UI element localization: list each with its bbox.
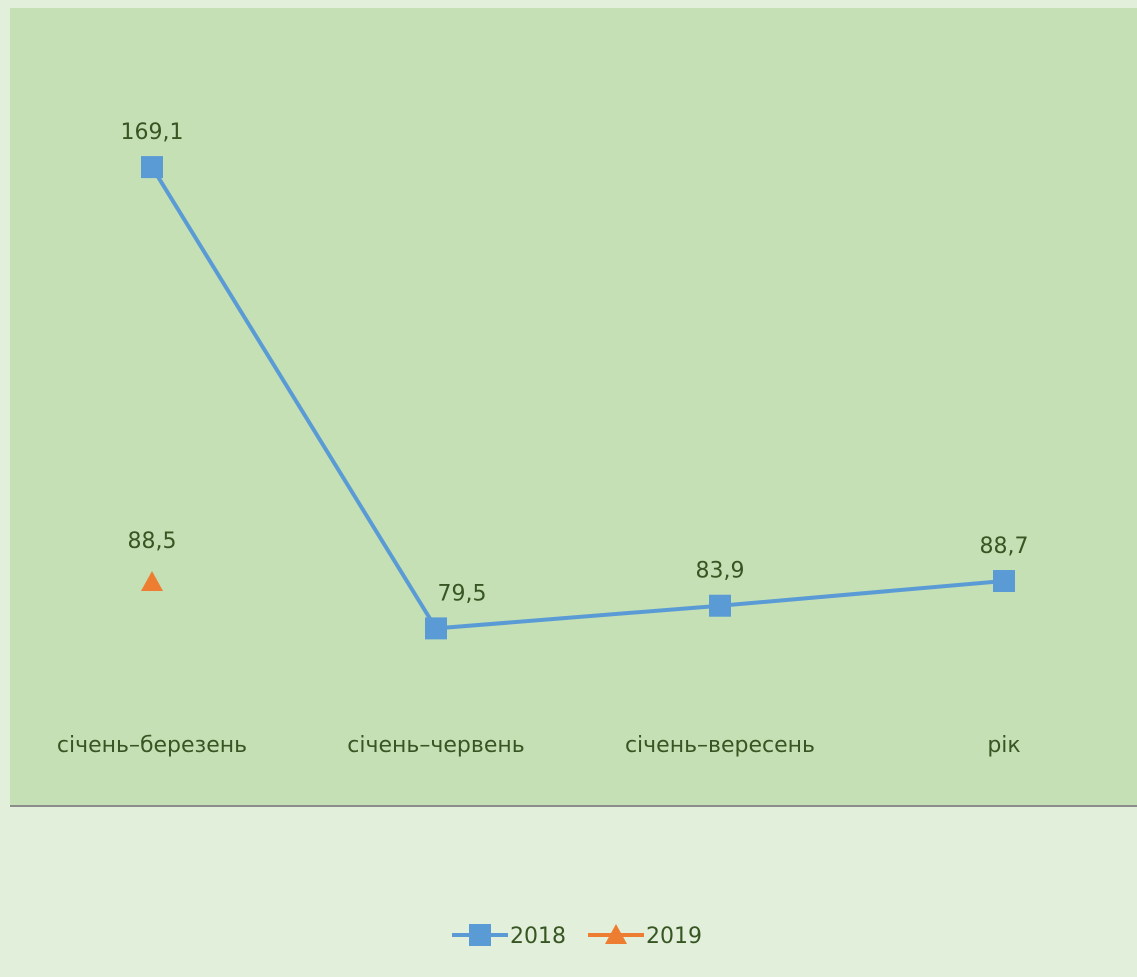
x-tick-label: січень–червень: [347, 733, 524, 758]
data-point: [141, 571, 163, 592]
legend-label: 2018: [510, 924, 566, 949]
x-tick-label: січень–березень: [57, 733, 247, 758]
x-tick-label: рік: [987, 733, 1020, 758]
data-point: [993, 570, 1015, 593]
data-label: 88,5: [128, 529, 177, 554]
series-line: [150, 166, 1005, 631]
plot-area: [10, 8, 1137, 806]
legend-label: 2019: [646, 924, 702, 949]
legend-marker: [605, 924, 627, 944]
data-label: 88,7: [980, 534, 1029, 559]
x-tick-label: січень–вересень: [625, 733, 815, 758]
data-label: 83,9: [696, 559, 745, 584]
data-point: [709, 594, 731, 617]
data-point: [425, 617, 447, 640]
data-label: 169,1: [121, 120, 184, 145]
data-label: 79,5: [438, 581, 487, 606]
data-point: [141, 156, 163, 179]
legend-marker: [469, 924, 491, 946]
